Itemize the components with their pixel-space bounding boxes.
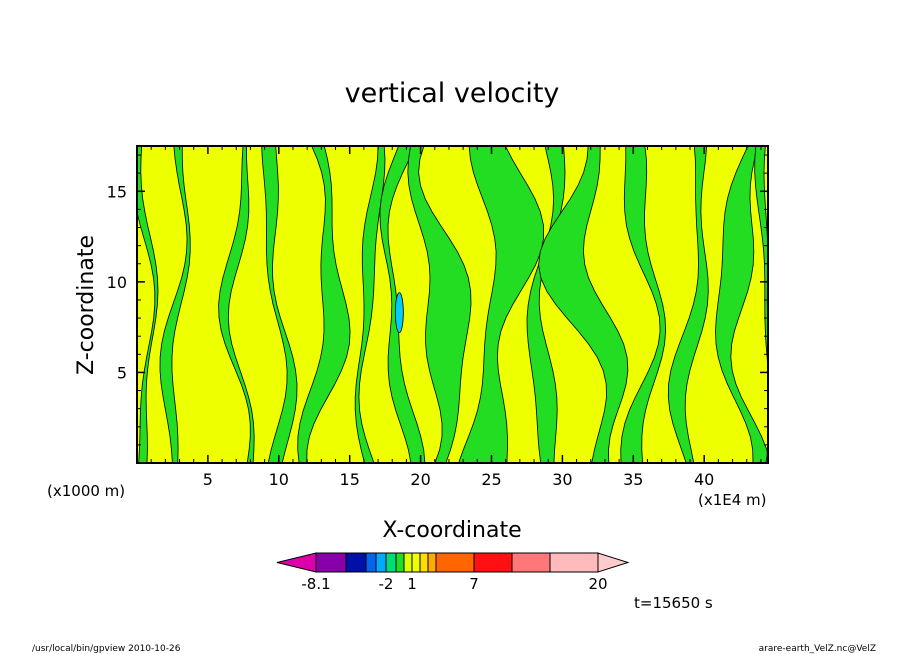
footer-left: /usr/local/bin/gpview 2010-10-26 — [32, 644, 181, 654]
colorbar-segment — [375, 552, 387, 573]
colorbar-segment — [435, 552, 475, 573]
colorbar-segment — [549, 552, 599, 573]
colorbar-segment — [365, 552, 377, 573]
colorbar-segment — [511, 552, 551, 573]
x-axis: 5 10 15 20 25 30 35 40 — [150, 146, 762, 489]
chart-title: vertical velocity — [345, 78, 560, 109]
y-axis-label: Z-coordinate — [74, 235, 99, 375]
y-tick-label: 10 — [107, 273, 127, 292]
colorbar-segment — [419, 552, 429, 573]
colorbar-label: 1 — [407, 575, 417, 593]
x-tick-label: 35 — [623, 470, 643, 489]
time-label: t=15650 s — [634, 594, 713, 612]
x-tick-label: 5 — [203, 470, 213, 489]
colorbar-label: 20 — [588, 575, 607, 593]
x-tick-label: 40 — [694, 470, 714, 489]
x-axis-label: X-coordinate — [382, 518, 521, 543]
colorbar-segment — [427, 552, 437, 573]
colorbar-label: 7 — [469, 575, 479, 593]
plot-frame — [136, 145, 769, 464]
footer-right: arare-earth_VelZ.nc@VelZ — [759, 644, 876, 654]
colorbar-arrow-right — [597, 552, 630, 573]
x-tick-label: 25 — [481, 470, 501, 489]
x-unit-right: (x1E4 m) — [698, 491, 767, 509]
y-tick-label: 5 — [117, 363, 127, 382]
colorbar-label: -2 — [379, 575, 394, 593]
colorbar-label: -8.1 — [301, 575, 330, 593]
colorbar-segment — [395, 552, 405, 573]
colorbar-labels: -8.1 -2 1 7 20 — [301, 575, 607, 593]
x-unit-left: (x1000 m) — [47, 482, 125, 500]
colorbar-arrow-left — [276, 552, 317, 573]
colorbar-segment — [411, 552, 421, 573]
colorbar-segment — [403, 552, 413, 573]
colorbar-segment — [473, 552, 513, 573]
colorbar-segment — [315, 552, 347, 573]
y-axis: 5 10 15 — [107, 154, 768, 446]
x-tick-label: 20 — [410, 470, 430, 489]
colorbar-segment — [385, 552, 397, 573]
x-tick-label: 15 — [340, 470, 360, 489]
colorbar-segment — [345, 552, 367, 573]
x-tick-label: 30 — [552, 470, 572, 489]
x-tick-label: 10 — [269, 470, 289, 489]
velocity-patch — [394, 292, 404, 334]
y-tick-label: 15 — [107, 182, 127, 201]
plot-area — [136, 145, 769, 464]
colorbar — [276, 552, 630, 573]
